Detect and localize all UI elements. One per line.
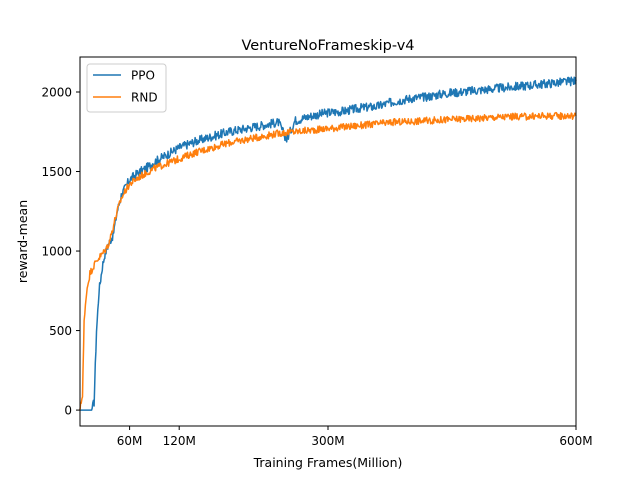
- y-tick-label: 0: [64, 404, 72, 418]
- y-tick-label: 1000: [41, 245, 72, 259]
- chart-title: VentureNoFrameskip-v4: [241, 38, 414, 54]
- y-tick-label: 500: [49, 324, 72, 338]
- y-axis-label: reward-mean: [15, 200, 30, 283]
- legend: PPO RND: [86, 63, 167, 113]
- x-tick-label: 60M: [117, 434, 143, 448]
- series-line-rnd: [79, 111, 577, 411]
- x-tick-label: 300M: [311, 434, 344, 448]
- legend-box: [86, 63, 167, 113]
- y-axis: 0 500 1000 1500 2000: [41, 85, 80, 418]
- legend-label-rnd: RND: [131, 91, 158, 105]
- series-layer: [79, 76, 577, 411]
- legend-label-ppo: PPO: [131, 69, 155, 83]
- y-tick-label: 1500: [41, 165, 72, 179]
- x-axis: 60M 120M 300M 600M: [117, 426, 593, 448]
- x-axis-label: Training Frames(Million): [253, 455, 403, 470]
- x-tick-label: 600M: [559, 434, 592, 448]
- x-tick-label: 120M: [163, 434, 196, 448]
- y-tick-label: 2000: [41, 85, 72, 99]
- series-line-ppo: [79, 76, 577, 411]
